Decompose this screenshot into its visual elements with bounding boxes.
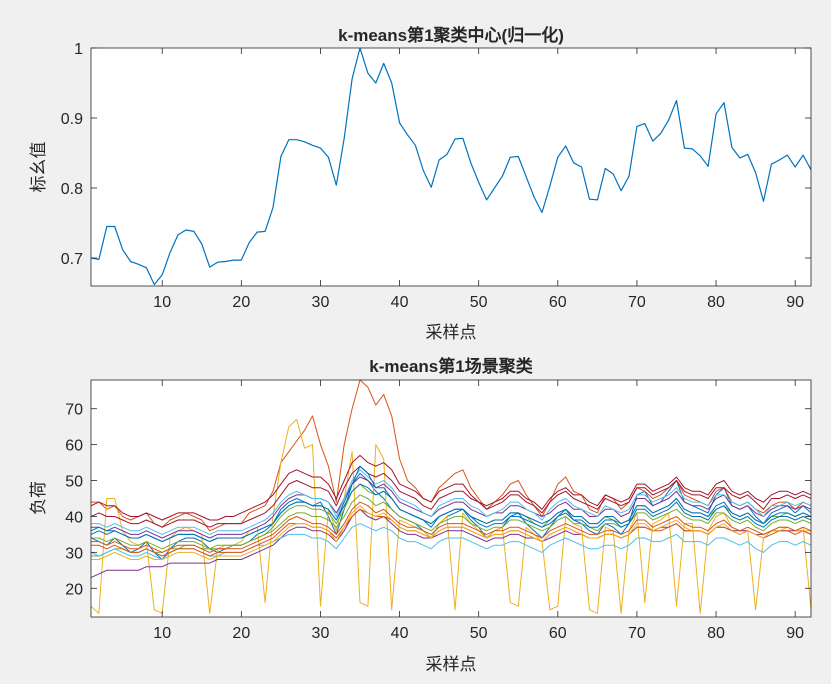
bottom-chart-y-tick-label: 40 — [65, 509, 83, 526]
bottom-chart-axes: 10 20 30 40 50 60 70 80 90 20 30 40 50 60 70 — [65, 379, 812, 642]
top-chart-series-layer — [91, 48, 811, 286]
bottom-chart-series-line-14 — [91, 465, 811, 528]
bottom-chart-title: k-means第1场景聚类 — [369, 356, 533, 376]
bottom-chart-x-tick-label: 60 — [549, 625, 567, 642]
bottom-chart-series-layer — [91, 380, 811, 614]
bottom-chart-y-tick-label: 20 — [65, 581, 83, 598]
bottom-chart-series-line-3 — [91, 419, 811, 614]
bottom-chart-x-tick-label: 10 — [153, 625, 171, 642]
top-chart-x-tick-label: 10 — [153, 294, 171, 311]
bottom-chart-y-axis-label: 负荷 — [29, 481, 48, 515]
top-chart-y-tick-label: 1 — [74, 41, 83, 58]
top-chart-x-tick-label: 90 — [786, 294, 804, 311]
bottom-chart-plot-area — [91, 380, 811, 617]
top-chart-y-tick-label: 0.8 — [61, 181, 83, 198]
bottom-chart-x-tick-label: 70 — [628, 625, 646, 642]
top-chart-x-tick-label: 20 — [232, 294, 250, 311]
top-chart-x-tick-label: 40 — [391, 294, 409, 311]
bottom-chart-series-line-12 — [91, 494, 811, 550]
bottom-chart-x-tick-label: 90 — [786, 625, 804, 642]
top-chart-series-line-1 — [91, 48, 811, 286]
top-chart-y-axis-label: 标幺值 — [29, 142, 48, 193]
bottom-chart-series-line-6 — [91, 523, 811, 560]
bottom-chart: k-means第1场景聚类 10 20 30 40 50 60 70 80 90 20 30 40 50… — [29, 356, 812, 674]
top-chart: k-means第1聚类中心(归一化) 10 20 30 40 50 60 70 80 90 0.7… — [29, 25, 812, 342]
top-chart-x-tick-label: 80 — [707, 294, 725, 311]
bottom-chart-series-line-2 — [91, 380, 811, 532]
top-chart-y-tick-label: 0.9 — [61, 111, 83, 128]
top-chart-title: k-means第1聚类中心(归一化) — [338, 25, 564, 45]
bottom-chart-y-tick-label: 30 — [65, 545, 83, 562]
bottom-chart-y-tick-label: 60 — [65, 438, 83, 455]
bottom-chart-series-line-7 — [91, 454, 811, 521]
top-chart-x-tick-label: 30 — [312, 294, 330, 311]
top-chart-x-axis-label: 采样点 — [426, 323, 477, 342]
bottom-chart-x-axis-label: 采样点 — [426, 655, 477, 674]
bottom-chart-x-tick-label: 50 — [470, 625, 488, 642]
bottom-chart-series-line-13 — [91, 469, 811, 535]
bottom-chart-series-line-10 — [91, 505, 811, 560]
bottom-chart-axes-box — [90, 379, 812, 618]
top-chart-plot-area — [91, 48, 811, 286]
bottom-chart-x-tick-label: 40 — [391, 625, 409, 642]
top-chart-x-tick-label: 70 — [628, 294, 646, 311]
top-chart-x-tick-label: 60 — [549, 294, 567, 311]
bottom-chart-series-line-15 — [91, 465, 811, 543]
top-chart-x-tick-label: 50 — [470, 294, 488, 311]
top-chart-axes: 10 20 30 40 50 60 70 80 90 0.7 0.8 0.9 1 — [61, 41, 812, 311]
top-chart-axes-box — [90, 47, 812, 287]
bottom-chart-y-tick-label: 70 — [65, 402, 83, 419]
bottom-chart-series-line-11 — [91, 476, 811, 539]
top-chart-y-tick-label: 0.7 — [61, 251, 83, 268]
bottom-chart-x-tick-label: 80 — [707, 625, 725, 642]
bottom-chart-y-tick-label: 50 — [65, 474, 83, 491]
bottom-chart-series-line-16 — [91, 501, 811, 553]
bottom-chart-x-tick-label: 20 — [232, 625, 250, 642]
bottom-chart-x-tick-label: 30 — [312, 625, 330, 642]
